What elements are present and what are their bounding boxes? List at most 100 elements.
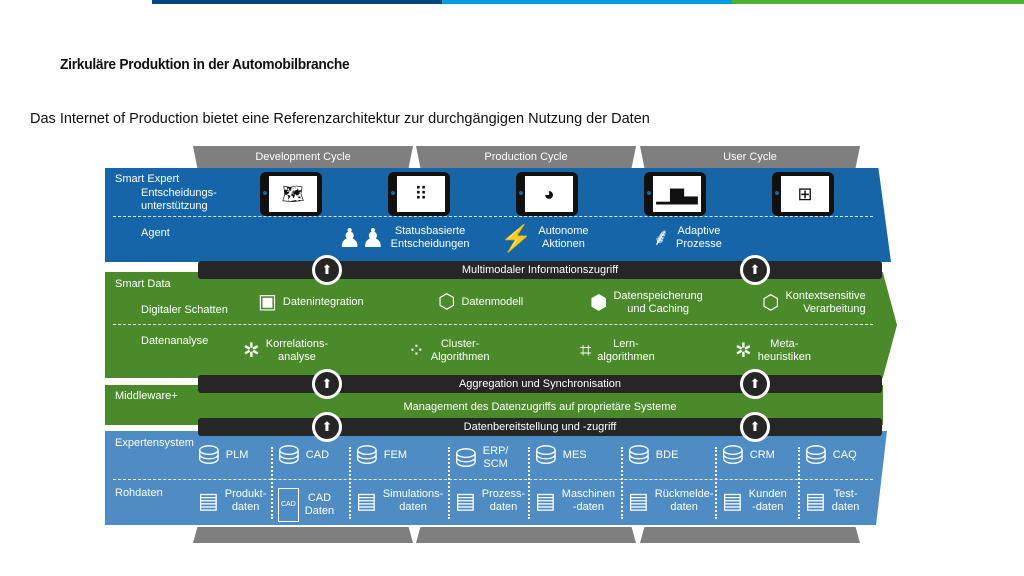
agent-autonomous-actions: ⚡ Autonome Aktionen [500,223,589,253]
feedback-icon: ▤ [628,488,649,513]
cycle-development: Development Cycle [193,146,413,168]
system-7: ⛁ CAQ [805,440,857,470]
slide-title: Zirkuläre Produktion in der Automobilbra… [60,56,350,73]
divider [113,216,873,217]
divider [113,324,873,325]
raw-data-0: ▤ Produkt- daten [198,488,267,513]
analysis-correlation: ✲ Korrelations- analyse [243,338,329,363]
process-icon: ▤ [455,488,476,513]
column-divider [349,447,351,519]
shadow-context-processing: ⬡ Kontextsensitive Verarbeitung [762,290,866,315]
customer-document-icon: ▤ [722,488,743,513]
raw-data-7: ▤ Test- daten [805,488,860,513]
top-bar-green [732,0,1024,4]
database-icon: ⛁ [628,440,650,470]
cycle-footer [416,527,636,543]
system-0: ⛁ PLM [198,440,249,470]
expert-system-layer [105,431,887,525]
flow-icon: ⌗ [580,340,592,362]
map-icon: 🗺 [269,176,317,212]
lightning-icon: ⚡ [500,223,533,253]
raw-data-5: ▤ Rückmelde- daten [628,488,714,513]
raw-data-6: ▤ Kunden -daten [722,488,787,513]
top-bar-light-blue [442,0,732,4]
analysis-learning: ⌗ Lern- algorithmen [580,338,655,363]
bar-chart-icon: ▁▆▃ [653,176,701,212]
database-icon: ⛁ [535,440,557,470]
database-icon: ⛁ [198,440,220,470]
test-chart-icon: ▤ [805,488,826,513]
cycle-footer [640,527,860,543]
agent-adaptive-processes: ⸙ Adaptive Prozesse [652,224,722,251]
system-3: ⛁ ERP/ SCM [455,443,509,473]
raw-data-2: ▤ Simulations- daten [356,488,444,513]
sync-icon: ⬆ [740,369,770,399]
chess-pawns-icon: ♟♟ [338,223,385,253]
digital-shadow-label: Digitaler Schatten [141,304,228,316]
cycle-footer [193,527,413,543]
raw-data-1: CAD CAD Daten [278,488,334,522]
tablet-pie-alert: ◕ [516,172,578,216]
sync-icon: ⬆ [740,412,770,442]
tablet-grid: ⠿ [388,172,450,216]
cube-icon: ⬡ [438,291,456,313]
shadow-data-storage: ⬢ Datenspeicherung und Caching [590,290,703,315]
smart-expert-layer [105,168,891,262]
document-gear-icon: ▤ [198,488,219,513]
column-divider [798,447,800,519]
cad-document-icon: CAD [278,488,299,522]
database-icon: ⛁ [805,440,827,470]
divider [113,479,873,480]
slide-subtitle: Das Internet of Production bietet eine R… [30,111,650,127]
raw-data-label: Rohdaten [115,487,163,499]
sync-icon: ⬆ [312,255,342,285]
database-icon: ⛁ [278,440,300,470]
tablet-flowchart: ⊞ [772,172,834,216]
middleware-text: Management des Datenzugriffs auf proprie… [403,401,677,413]
chip-icon: ▣ [258,291,277,313]
network-icon: ✲ [735,340,752,362]
system-2: ⛁ FEM [356,440,408,470]
column-divider [621,447,623,519]
pie-alert-icon: ◕ [525,176,573,212]
dots-cluster-icon: ⁘ [408,340,425,362]
shadow-data-model: ⬡ Datenmodell [438,291,524,313]
bar-aggregation-sync: Aggregation und Synchronisation [198,375,882,393]
tablet-bar-chart: ▁▆▃ [644,172,706,216]
agent-label: Agent [141,227,170,239]
decision-support-label: Entscheidungs- unterstützung [141,187,217,212]
grid-icon: ⠿ [397,176,445,212]
simulation-icon: ▤ [356,488,377,513]
column-divider [448,447,450,519]
database-icon: ⛁ [455,443,477,473]
column-divider [271,447,273,519]
system-4: ⛁ MES [535,440,587,470]
analysis-cluster: ⁘ Cluster- Algorithmen [408,338,490,363]
shadow-data-integration: ▣ Datenintegration [258,291,364,313]
sync-icon: ⬆ [312,412,342,442]
bar-data-provision: Datenbereitstellung und -zugriff [198,418,882,436]
expert-system-label: Expertensystem [115,437,194,449]
system-6: ⛁ CRM [722,440,775,470]
smart-expert-label: Smart Expert [115,173,180,185]
cube-network-icon: ⬢ [590,292,608,314]
network-icon: ✲ [243,340,260,362]
bar-multimodal-access: Multimodaler Informationszugriff [198,261,882,279]
server-icon: ▤ [535,488,556,513]
agent-status-decisions: ♟♟ Statusbasierte Entscheidungen [338,223,470,253]
database-icon: ⛁ [722,440,744,470]
sync-icon: ⬆ [312,369,342,399]
cube-icon: ⬡ [762,292,780,314]
cycle-user: User Cycle [640,146,860,168]
smart-data-label: Smart Data [115,278,171,290]
neural-tree-icon: ⸙ [652,224,670,251]
data-analysis-label: Datenanalyse [141,335,209,347]
analysis-metaheuristics: ✲ Meta- heuristiken [735,338,811,363]
system-1: ⛁ CAD [278,440,330,470]
column-divider [528,447,530,519]
raw-data-3: ▤ Prozess- daten [455,488,526,513]
flowchart-icon: ⊞ [781,176,829,212]
smart-data-layer [105,272,897,378]
database-icon: ⛁ [356,440,378,470]
tablet-map: 🗺 [260,172,322,216]
